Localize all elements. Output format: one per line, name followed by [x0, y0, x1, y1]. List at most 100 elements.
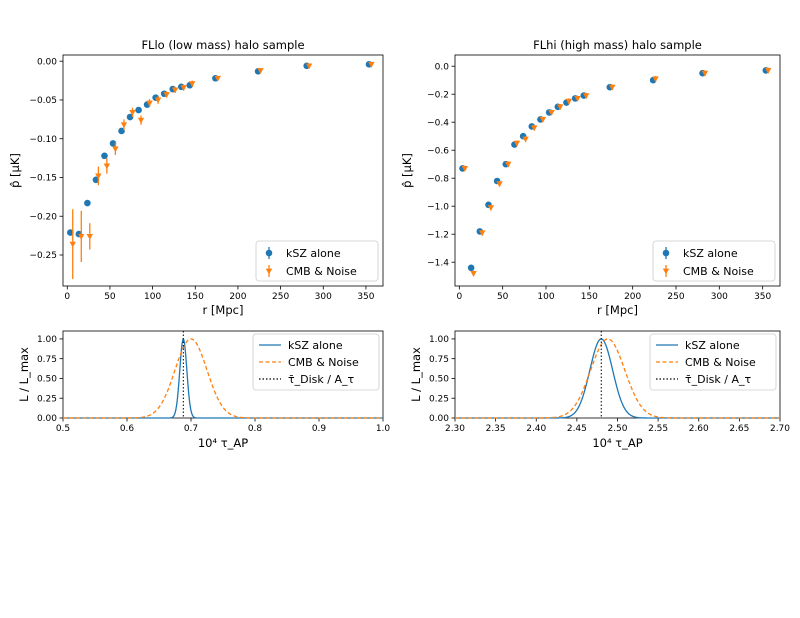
data-point: [86, 233, 93, 240]
y-tick-label: 0.00: [37, 57, 57, 67]
legend-label: CMB & Noise: [683, 265, 754, 278]
x-tick-label: 0.5: [56, 424, 70, 434]
y-tick-label: 0.00: [429, 414, 449, 424]
y-tick-label: 0.75: [37, 355, 57, 365]
x-tick-label: 2.60: [689, 424, 709, 434]
plot-frame: [62, 54, 384, 287]
y-tick-label: −0.15: [29, 174, 57, 184]
x-tick-label: 2.70: [770, 424, 790, 434]
data-point: [496, 181, 503, 188]
legend-label: kSZ alone: [683, 247, 738, 260]
data-point: [368, 61, 375, 68]
data-point: [652, 76, 659, 83]
x-tick-label: 250: [667, 292, 684, 302]
y-tick-label: 1.00: [37, 335, 57, 345]
legend: kSZ alone CMB & Noise τ̄_Disk / A_τ: [649, 333, 777, 391]
x-tick-label: 2.45: [567, 424, 587, 434]
x-tick-label: 50: [497, 292, 509, 302]
legend-label: τ̄_Disk / A_τ: [685, 373, 751, 386]
chart-bottom-left: 0.5 0.6 0.7 0.8 0.9 1.0 0.00 0.25 0.50 0.75 1.00 10…: [17, 330, 391, 450]
y-tick-label: 1.00: [429, 335, 449, 345]
legend-box: [252, 333, 380, 391]
x-tick-label: 0: [64, 292, 70, 302]
data-point: [257, 68, 264, 74]
legend-label: kSZ alone: [286, 247, 341, 260]
data-point: [189, 81, 196, 88]
data-point: [137, 117, 145, 124]
x-tick-label: 250: [272, 292, 289, 302]
data-point: [565, 98, 573, 105]
data-point: [109, 140, 117, 147]
x-tick-label: 0.6: [120, 424, 135, 434]
data-point: [126, 113, 134, 121]
data-point: [120, 122, 128, 129]
data-point: [69, 241, 76, 248]
data-point: [78, 233, 85, 240]
y-tick-label: −0.2: [427, 90, 449, 100]
x-tick-label: 300: [711, 292, 728, 302]
x-tick-label: 100: [144, 292, 161, 302]
y-tick-label: −0.20: [29, 212, 57, 222]
x-axis-label: r [Mpc]: [597, 303, 638, 317]
x-tick-label: 50: [104, 292, 116, 302]
y-tick-label: −0.6: [427, 146, 449, 156]
y-tick-label: 0.25: [37, 394, 57, 404]
y-tick-label: −0.25: [29, 251, 57, 261]
data-point: [135, 106, 142, 114]
legend-marker: [662, 268, 670, 275]
y-axis-label: L / L_max: [409, 347, 423, 402]
data-point: [470, 271, 477, 277]
y-axis-label: p̂ [μK]: [8, 153, 22, 188]
x-tick-label: 100: [537, 292, 554, 302]
data-point: [522, 136, 529, 143]
x-tick-label: 0.9: [312, 424, 327, 434]
x-tick-label: 350: [357, 292, 374, 302]
x-tick-label: 0.8: [248, 424, 263, 434]
legend-marker: [265, 249, 273, 257]
y-tick-label: −1.2: [427, 230, 449, 240]
x-tick-label: 0.7: [184, 424, 198, 434]
chart-title: FLlo (low mass) halo sample: [141, 38, 304, 52]
chart-top-left: FLlo (low mass) halo sample 0 50 100 150 200 2…: [8, 38, 384, 317]
legend-box: [649, 333, 777, 391]
x-tick-label: 150: [581, 292, 598, 302]
data-point: [112, 146, 119, 153]
x-tick-label: 0: [456, 292, 462, 302]
x-tick-label: 2.35: [486, 424, 506, 434]
data-point: [146, 100, 153, 107]
x-tick-label: 2.30: [445, 424, 465, 434]
data-point: [67, 229, 74, 236]
data-point: [505, 161, 512, 168]
x-tick-label: 2.65: [729, 424, 749, 434]
y-tick-label: −0.4: [427, 118, 449, 128]
y-axis-label: p̂ [μK]: [400, 153, 414, 188]
x-tick-label: 300: [315, 292, 332, 302]
x-tick-label: 200: [229, 292, 246, 302]
x-tick-label: 1.0: [376, 424, 391, 434]
data-point: [214, 75, 221, 82]
data-point: [461, 166, 469, 172]
y-tick-label: −0.05: [29, 96, 57, 106]
data-point: [180, 85, 187, 91]
x-axis-label: 10⁴ τ_AP: [592, 436, 642, 450]
y-tick-label: 0.50: [37, 375, 57, 385]
legend-label: CMB & Noise: [685, 356, 756, 369]
legend-box: [652, 240, 776, 282]
data-point: [513, 140, 521, 147]
data-point: [574, 96, 581, 102]
y-tick-label: 0.75: [429, 355, 449, 365]
data-point: [84, 199, 91, 207]
legend: kSZ alone CMB & Noise τ̄_Disk / A_τ: [252, 333, 380, 391]
y-tick-label: −0.8: [427, 174, 449, 184]
legend-label: τ̄_Disk / A_τ: [288, 373, 354, 386]
data-point: [95, 173, 102, 180]
data-point: [118, 127, 125, 135]
x-tick-label: 200: [624, 292, 641, 302]
likelihood-curve: [63, 338, 383, 419]
chart-top-right: FLhi (high mass) halo sample 0 50 100 150 200…: [400, 38, 781, 317]
data-point: [171, 87, 179, 94]
legend-label: kSZ alone: [288, 339, 343, 352]
y-tick-label: 0.25: [429, 394, 449, 404]
legend-label: CMB & Noise: [286, 265, 357, 278]
